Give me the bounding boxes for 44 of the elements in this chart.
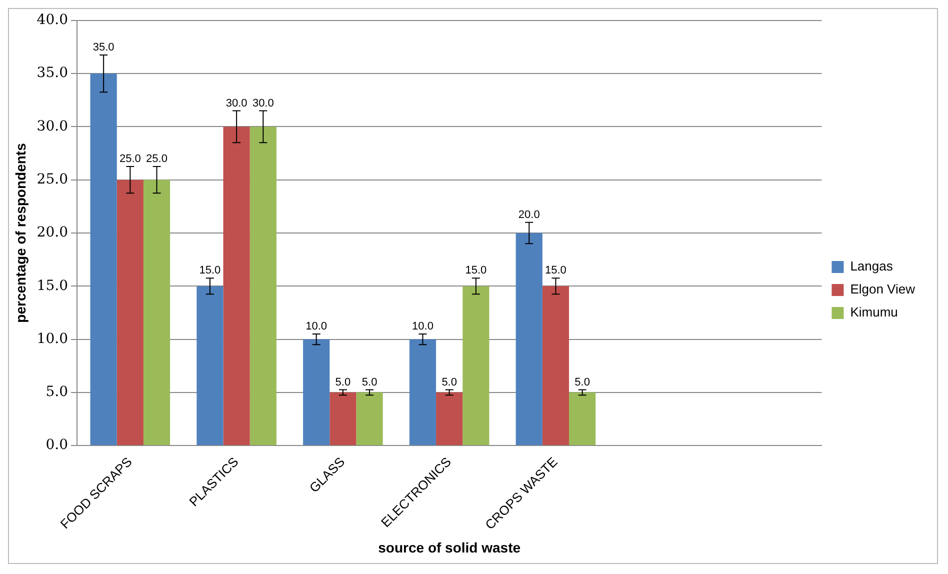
data-label: 5.0	[574, 376, 590, 388]
data-label: 15.0	[545, 264, 566, 277]
legend-label: Elgon View	[850, 282, 916, 297]
bar	[223, 126, 250, 446]
y-tick-label: 25.0	[36, 171, 68, 188]
y-tick-label: 15.0	[36, 278, 68, 294]
data-label: 35.0	[92, 41, 114, 54]
data-label: 25.0	[146, 153, 168, 166]
bar	[90, 74, 117, 446]
data-label: 10.0	[306, 320, 328, 333]
data-label: 15.0	[465, 264, 487, 277]
bar	[196, 286, 224, 446]
bar	[330, 392, 356, 446]
y-tick-label: 5.0	[46, 384, 68, 400]
y-tick-label: 40.0	[36, 12, 68, 28]
bar	[516, 232, 542, 446]
legend-label: Langas	[850, 258, 894, 274]
y-tick-label: 35.0	[36, 65, 68, 82]
bar	[409, 339, 436, 446]
bar	[356, 392, 383, 446]
bar	[542, 286, 570, 446]
bar	[436, 392, 463, 446]
bar	[569, 392, 596, 446]
data-label: 30.0	[226, 97, 248, 110]
x-axis-title: source of solid waste	[378, 539, 521, 556]
y-tick-label: 0.0	[46, 437, 68, 454]
data-label: 25.0	[119, 153, 141, 166]
data-label: 5.0	[442, 376, 457, 388]
y-tick-label: 20.0	[36, 224, 68, 241]
legend-label: Kimumu	[850, 304, 898, 320]
y-tick-label: 30.0	[36, 118, 68, 134]
bar	[116, 180, 144, 446]
bar	[303, 339, 330, 446]
data-label: 20.0	[518, 208, 540, 221]
y-axis-title: percentage of respondents	[12, 142, 28, 323]
bar	[143, 180, 170, 446]
bar	[462, 286, 490, 446]
data-label: 5.0	[335, 376, 351, 388]
bar	[250, 126, 276, 446]
data-label: 15.0	[199, 264, 221, 277]
data-label: 10.0	[412, 320, 434, 333]
y-tick-label: 10.0	[36, 330, 68, 347]
data-label: 30.0	[252, 97, 274, 110]
data-label: 5.0	[362, 376, 378, 388]
